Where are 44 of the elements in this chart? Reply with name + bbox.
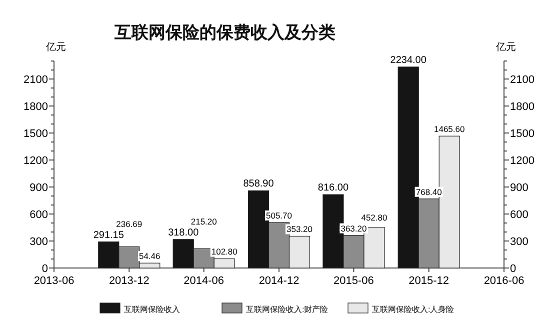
y-tick-label: 1200 [24,155,48,167]
x-tick-label: 2013-12 [108,275,150,287]
data-label: 816.00 [318,182,349,194]
data-label: 353.20 [286,224,313,234]
y-tick-label: 900 [30,182,48,194]
y2-tick-label: 1500 [510,128,534,140]
data-label: 2234.00 [390,54,427,66]
data-label: 291.15 [93,230,124,241]
data-label: 102.80 [211,246,238,257]
y-tick-label: 600 [30,209,48,221]
data-label: 858.90 [243,178,274,190]
legend-label: 互联网保险收入:人身险 [372,305,454,314]
y-tick-label: 1800 [24,101,48,113]
x-tick-label: 2014-06 [184,275,224,287]
y-axis-title: 亿元 [45,42,66,53]
chart-title: 互联网保险的保费收入及分类 [114,23,336,42]
data-label: 318.00 [168,227,200,238]
data-label: 363.20 [340,223,367,234]
data-label: 54.46 [138,251,161,262]
data-label: 452.80 [361,212,388,222]
y2-tick-label: 600 [510,209,528,221]
legend-label: 互联网保险收入:财产险 [246,305,328,314]
x-tick-label: 2015-06 [334,275,374,287]
x-tick-label: 2013-06 [34,275,74,287]
y2-tick-label: 900 [510,182,528,194]
data-label: 236.69 [116,218,142,229]
y2-tick-label: 300 [510,236,528,248]
x-tick-label: 2016-06 [484,275,524,287]
data-label: 505.70 [266,210,292,220]
data-label: 1465.60 [434,124,465,134]
y2-tick-label: 2100 [510,74,534,86]
y2-tick-label: 0 [510,263,516,275]
y2-axis-title: 亿元 [495,42,516,53]
y-tick-label: 1500 [24,128,48,140]
y-tick-label: 0 [42,263,48,275]
legend-label: 互联网保险收入 [124,305,180,314]
x-tick-label: 2014-12 [258,275,300,287]
y-tick-label: 2100 [24,74,48,86]
data-label: 768.40 [416,186,442,197]
x-tick-label: 2015-12 [408,275,450,287]
y2-tick-label: 1200 [510,155,534,167]
y-tick-label: 300 [30,236,48,248]
y2-tick-label: 1800 [510,101,534,113]
data-label: 215.20 [190,216,218,226]
